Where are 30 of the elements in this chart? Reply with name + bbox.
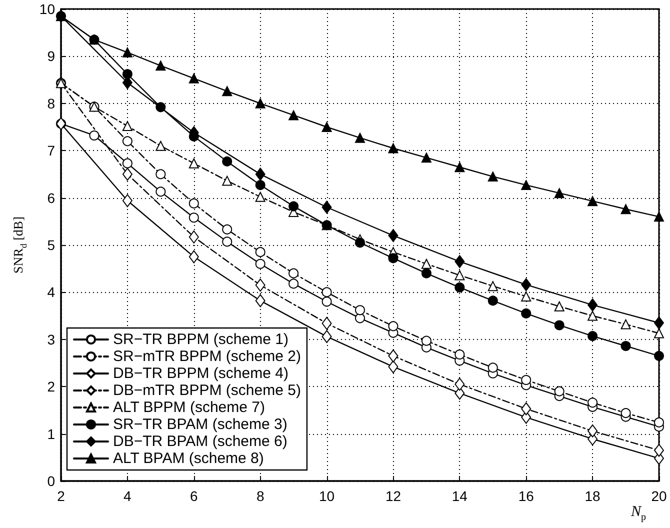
legend-label: ALT BPAM (scheme 8) xyxy=(113,450,264,467)
y-tick-label: 8 xyxy=(47,95,56,112)
legend-label: SR−TR BPPM (scheme 1) xyxy=(113,331,288,348)
y-tick-label: 10 xyxy=(39,1,56,17)
y-tick-label: 5 xyxy=(47,237,56,253)
legend-label: DB−TR BPPM (scheme 4) xyxy=(113,365,288,382)
x-tick-label: 6 xyxy=(190,488,198,504)
x-tick-label: 16 xyxy=(518,488,534,504)
x-tick-label: 18 xyxy=(584,488,601,504)
x-tick-label: 14 xyxy=(452,488,468,504)
y-tick-label: 0 xyxy=(47,473,56,489)
x-tick-label: 4 xyxy=(124,488,132,504)
y-tick-label: 6 xyxy=(47,190,56,206)
y-tick-label: 3 xyxy=(47,331,56,348)
legend-label: DB−TR BPAM (scheme 6) xyxy=(113,433,288,450)
legend-label: SR−TR BPAM (scheme 3) xyxy=(113,416,288,433)
legend-label: SR−mTR BPPM (scheme 2) xyxy=(113,348,301,365)
y-tick-label: 2 xyxy=(47,378,56,395)
x-tick-label: 20 xyxy=(651,488,667,504)
legend-label: DB−mTR BPPM (scheme 5) xyxy=(113,382,301,399)
y-tick-label: 9 xyxy=(47,48,56,64)
x-tick-label: 12 xyxy=(385,488,402,504)
y-tick-label: 1 xyxy=(47,426,56,442)
legend-label: ALT BPPM (scheme 7) xyxy=(113,399,265,416)
y-tick-label: 7 xyxy=(47,142,56,159)
x-tick-label: 8 xyxy=(256,488,264,504)
x-tick-label: 2 xyxy=(57,488,66,504)
y-tick-label: 4 xyxy=(47,284,56,300)
x-tick-label: 10 xyxy=(318,488,335,504)
x-axis-title: N$_{p}$ xyxy=(630,504,646,523)
